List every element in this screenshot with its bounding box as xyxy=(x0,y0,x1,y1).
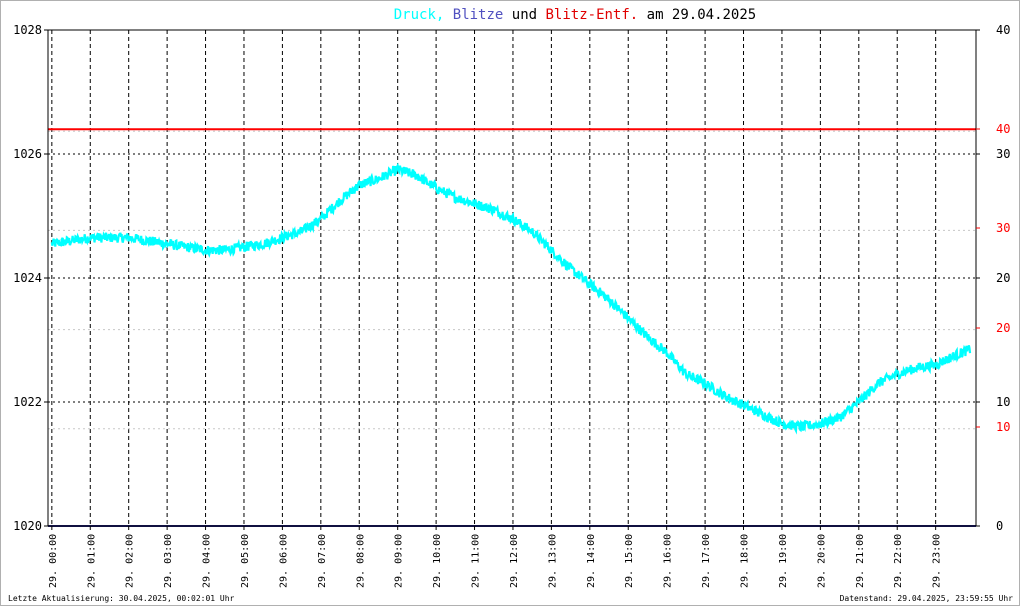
right-axis-ticks: 0 10 20 30 40 10 20 30 40 xyxy=(976,23,1010,533)
title-part-1: , xyxy=(436,7,453,23)
left-tick-label: 1026 xyxy=(13,147,42,161)
x-tick-label: 29. 22:00 xyxy=(893,534,904,588)
grid-lines xyxy=(48,30,976,526)
chart-title: Druck, Blitze und Blitz-Entf. am 29.04.2… xyxy=(394,7,756,23)
right-tick-label: 40 xyxy=(996,23,1010,37)
title-part-4: Blitz-Entf. xyxy=(546,7,639,23)
right-tick-label: 10 xyxy=(996,395,1010,409)
x-tick-label: 29. 03:00 xyxy=(163,534,174,588)
series-line-0 xyxy=(50,162,972,435)
x-tick-label: 29. 08:00 xyxy=(355,534,366,588)
left-axis-ticks: 1020 1022 1024 1026 1028 xyxy=(13,23,48,533)
title-part-0: Druck xyxy=(394,7,437,23)
footer-last-update: Letzte Aktualisierung: 30.04.2025, 00:02… xyxy=(8,594,235,603)
title-part-3: und xyxy=(503,7,545,23)
x-tick-label: 29. 00:00 xyxy=(48,534,59,588)
title-part-5: am 29.04.2025 xyxy=(638,7,756,23)
x-tick-label: 29. 17:00 xyxy=(701,534,712,588)
x-tick-label: 29. 04:00 xyxy=(202,534,213,588)
x-tick-label: 29. 18:00 xyxy=(740,534,751,588)
x-tick-label: 29. 12:00 xyxy=(509,534,520,588)
red-tick-label: 30 xyxy=(996,221,1010,235)
title-part-2: Blitze xyxy=(453,7,504,23)
left-tick-label: 1024 xyxy=(13,271,42,285)
x-tick-label: 29. 05:00 xyxy=(240,534,251,588)
red-tick-label: 40 xyxy=(996,122,1010,136)
x-tick-label: 29. 10:00 xyxy=(432,534,443,588)
x-tick-label: 29. 09:00 xyxy=(394,534,405,588)
left-tick-label: 1022 xyxy=(13,395,42,409)
x-tick-label: 29. 06:00 xyxy=(278,534,289,588)
x-tick-label: 29. 21:00 xyxy=(855,534,866,588)
x-tick-label: 29. 13:00 xyxy=(547,534,558,588)
footer-data-timestamp: Datenstand: 29.04.2025, 23:59:55 Uhr xyxy=(840,594,1014,603)
red-tick-label: 10 xyxy=(996,420,1010,434)
x-tick-label: 29. 19:00 xyxy=(778,534,789,588)
x-axis-ticks: 29. 00:00 29. 01:00 29. 02:00 29. 03:00 29. … xyxy=(48,526,943,588)
x-tick-label: 29. 15:00 xyxy=(624,534,635,588)
x-tick-label: 29. 20:00 xyxy=(816,534,827,588)
x-tick-label: 29. 14:00 xyxy=(586,534,597,588)
left-tick-label: 1020 xyxy=(13,519,42,533)
x-tick-label: 29. 23:00 xyxy=(932,534,943,588)
left-tick-label: 1028 xyxy=(13,23,42,37)
series-layer xyxy=(50,162,972,435)
x-tick-label: 29. 02:00 xyxy=(125,534,136,588)
x-tick-label: 29. 07:00 xyxy=(317,534,328,588)
right-tick-label: 20 xyxy=(996,271,1010,285)
x-tick-label: 29. 01:00 xyxy=(86,534,97,588)
right-tick-label: 0 xyxy=(996,519,1003,533)
right-tick-label: 30 xyxy=(996,147,1010,161)
red-tick-label: 20 xyxy=(996,321,1010,335)
x-tick-label: 29. 16:00 xyxy=(663,534,674,588)
x-tick-label: 29. 11:00 xyxy=(471,534,482,588)
